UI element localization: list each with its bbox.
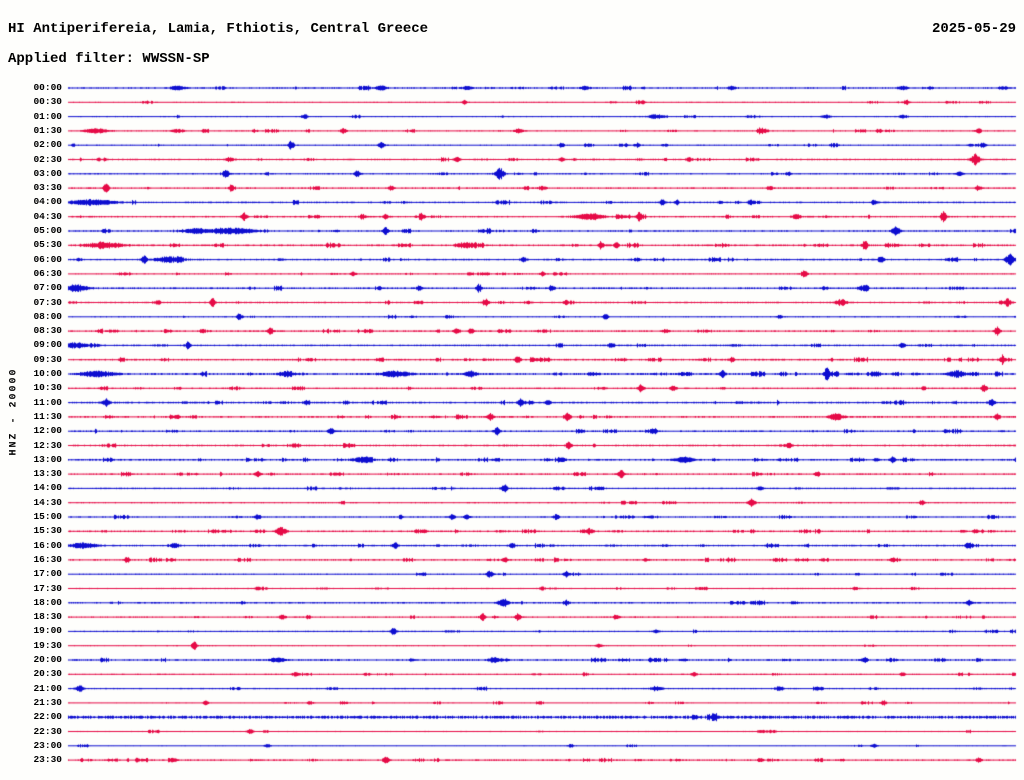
time-label: 19:30 [33,639,62,651]
time-label: 00:30 [33,96,62,108]
time-label: 11:00 [33,396,62,408]
time-label: 14:00 [33,482,62,494]
time-label: 13:30 [33,468,62,480]
time-label: 08:30 [33,325,62,337]
time-label: 10:30 [33,382,62,394]
time-label: 04:30 [33,210,62,222]
time-label: 15:30 [33,525,62,537]
time-label: 15:00 [33,511,62,522]
time-label: 22:30 [33,725,62,737]
time-label: 21:00 [33,682,62,694]
time-label: 05:00 [33,225,62,236]
time-label: 17:30 [33,582,62,594]
time-label: 23:00 [33,739,62,751]
time-label: 21:30 [33,696,62,708]
time-label: 18:30 [33,611,62,623]
time-label: 20:30 [33,668,62,680]
time-label: 12:30 [33,439,62,451]
time-label: 09:30 [33,353,62,365]
time-label: 16:00 [33,539,62,551]
time-label: 03:00 [33,167,62,179]
time-label: 08:00 [33,310,62,322]
time-label: 09:00 [33,339,62,351]
time-label: 02:00 [33,139,62,151]
time-label: 22:00 [33,711,62,723]
time-label: 11:30 [33,410,62,422]
time-label: 10:00 [33,368,62,379]
time-label: 06:00 [33,253,62,265]
time-label: 14:30 [33,496,62,508]
time-label: 06:30 [33,267,62,279]
time-label: 13:00 [33,453,62,465]
date-label: 2025-05-29 [931,21,1016,37]
time-label: 17:00 [33,568,62,580]
time-label: 18:00 [33,596,62,608]
time-label: 16:30 [33,553,62,565]
time-label: 01:00 [33,110,62,122]
time-label: 04:00 [33,196,62,208]
time-label: 01:30 [33,124,62,136]
time-label: 07:00 [33,282,62,294]
time-label: 02:30 [33,153,62,165]
time-label: 19:00 [33,625,62,637]
time-axis: 00:00 00:30 01:00 01:30 02:00 02:30 03:00 03:30… [0,0,64,780]
time-label: 05:30 [33,239,62,251]
time-label: 03:30 [33,182,62,194]
page-title: HI Antiperifereia, Lamia, Fthiotis, Cent… [8,21,429,37]
time-label: 07:30 [33,296,62,308]
time-label: 20:00 [33,654,62,665]
time-label: 00:00 [33,82,62,93]
time-label: 12:00 [33,425,62,437]
time-label: 23:30 [33,754,62,766]
applied-filter-label: Applied filter: WWSSN-SP [8,51,210,67]
